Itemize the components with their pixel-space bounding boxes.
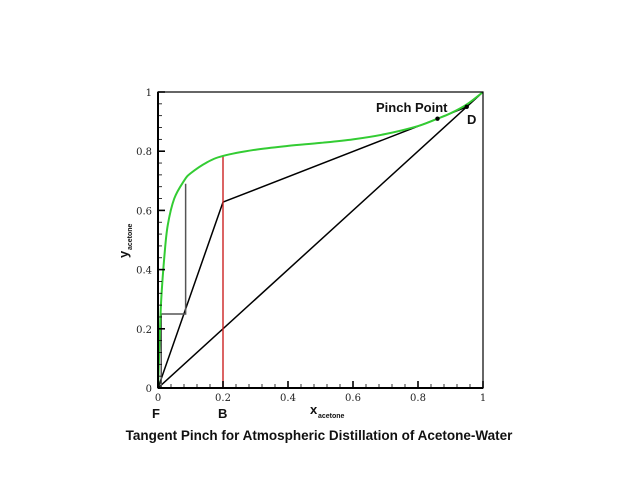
- x-tick-label: 0.2: [215, 393, 231, 404]
- diagonal-line: [157, 91, 484, 389]
- x-tick-label: 0.6: [345, 393, 361, 404]
- annotation-d: D: [467, 112, 476, 127]
- y-axis-label: y acetone: [116, 223, 134, 258]
- svg-text:acetone: acetone: [318, 413, 345, 420]
- x-tick-label: 0.4: [280, 393, 296, 404]
- y-tick-label: 0: [146, 384, 152, 395]
- svg-text:x: x: [310, 402, 318, 417]
- pinch-point-marker: [435, 116, 440, 121]
- stripping-line: [157, 201, 224, 389]
- annotation-b: F: [152, 406, 160, 421]
- x-axis-label: x acetone: [310, 402, 345, 420]
- annotation-pinch-point: Pinch Point: [376, 100, 448, 115]
- chart-title: Tangent Pinch for Atmospheric Distillati…: [125, 428, 513, 443]
- x-tick-label: 0: [155, 393, 161, 404]
- svg-text:y: y: [116, 250, 131, 258]
- x-tick-label: 1: [480, 393, 486, 404]
- y-tick-label: 0.2: [136, 325, 152, 336]
- axes: 00 0.2 0.2 0.4 0.4 0.6 0.6 0.8 0.8 1 1: [136, 88, 486, 404]
- x-tick-label: 0.8: [410, 393, 426, 404]
- y-tick-label: 1: [146, 88, 152, 99]
- y-tick-label: 0.4: [136, 266, 152, 277]
- plot-area: [157, 91, 484, 389]
- stage-steps: [160, 183, 187, 388]
- svg-text:acetone: acetone: [127, 223, 134, 250]
- y-tick-label: 0.8: [136, 147, 152, 158]
- y-tick-label: 0.6: [136, 206, 152, 217]
- labels: F B Pinch Point D x acetone y acetone: [116, 100, 476, 421]
- d-marker: [464, 104, 469, 110]
- annotation-f: B: [218, 406, 227, 421]
